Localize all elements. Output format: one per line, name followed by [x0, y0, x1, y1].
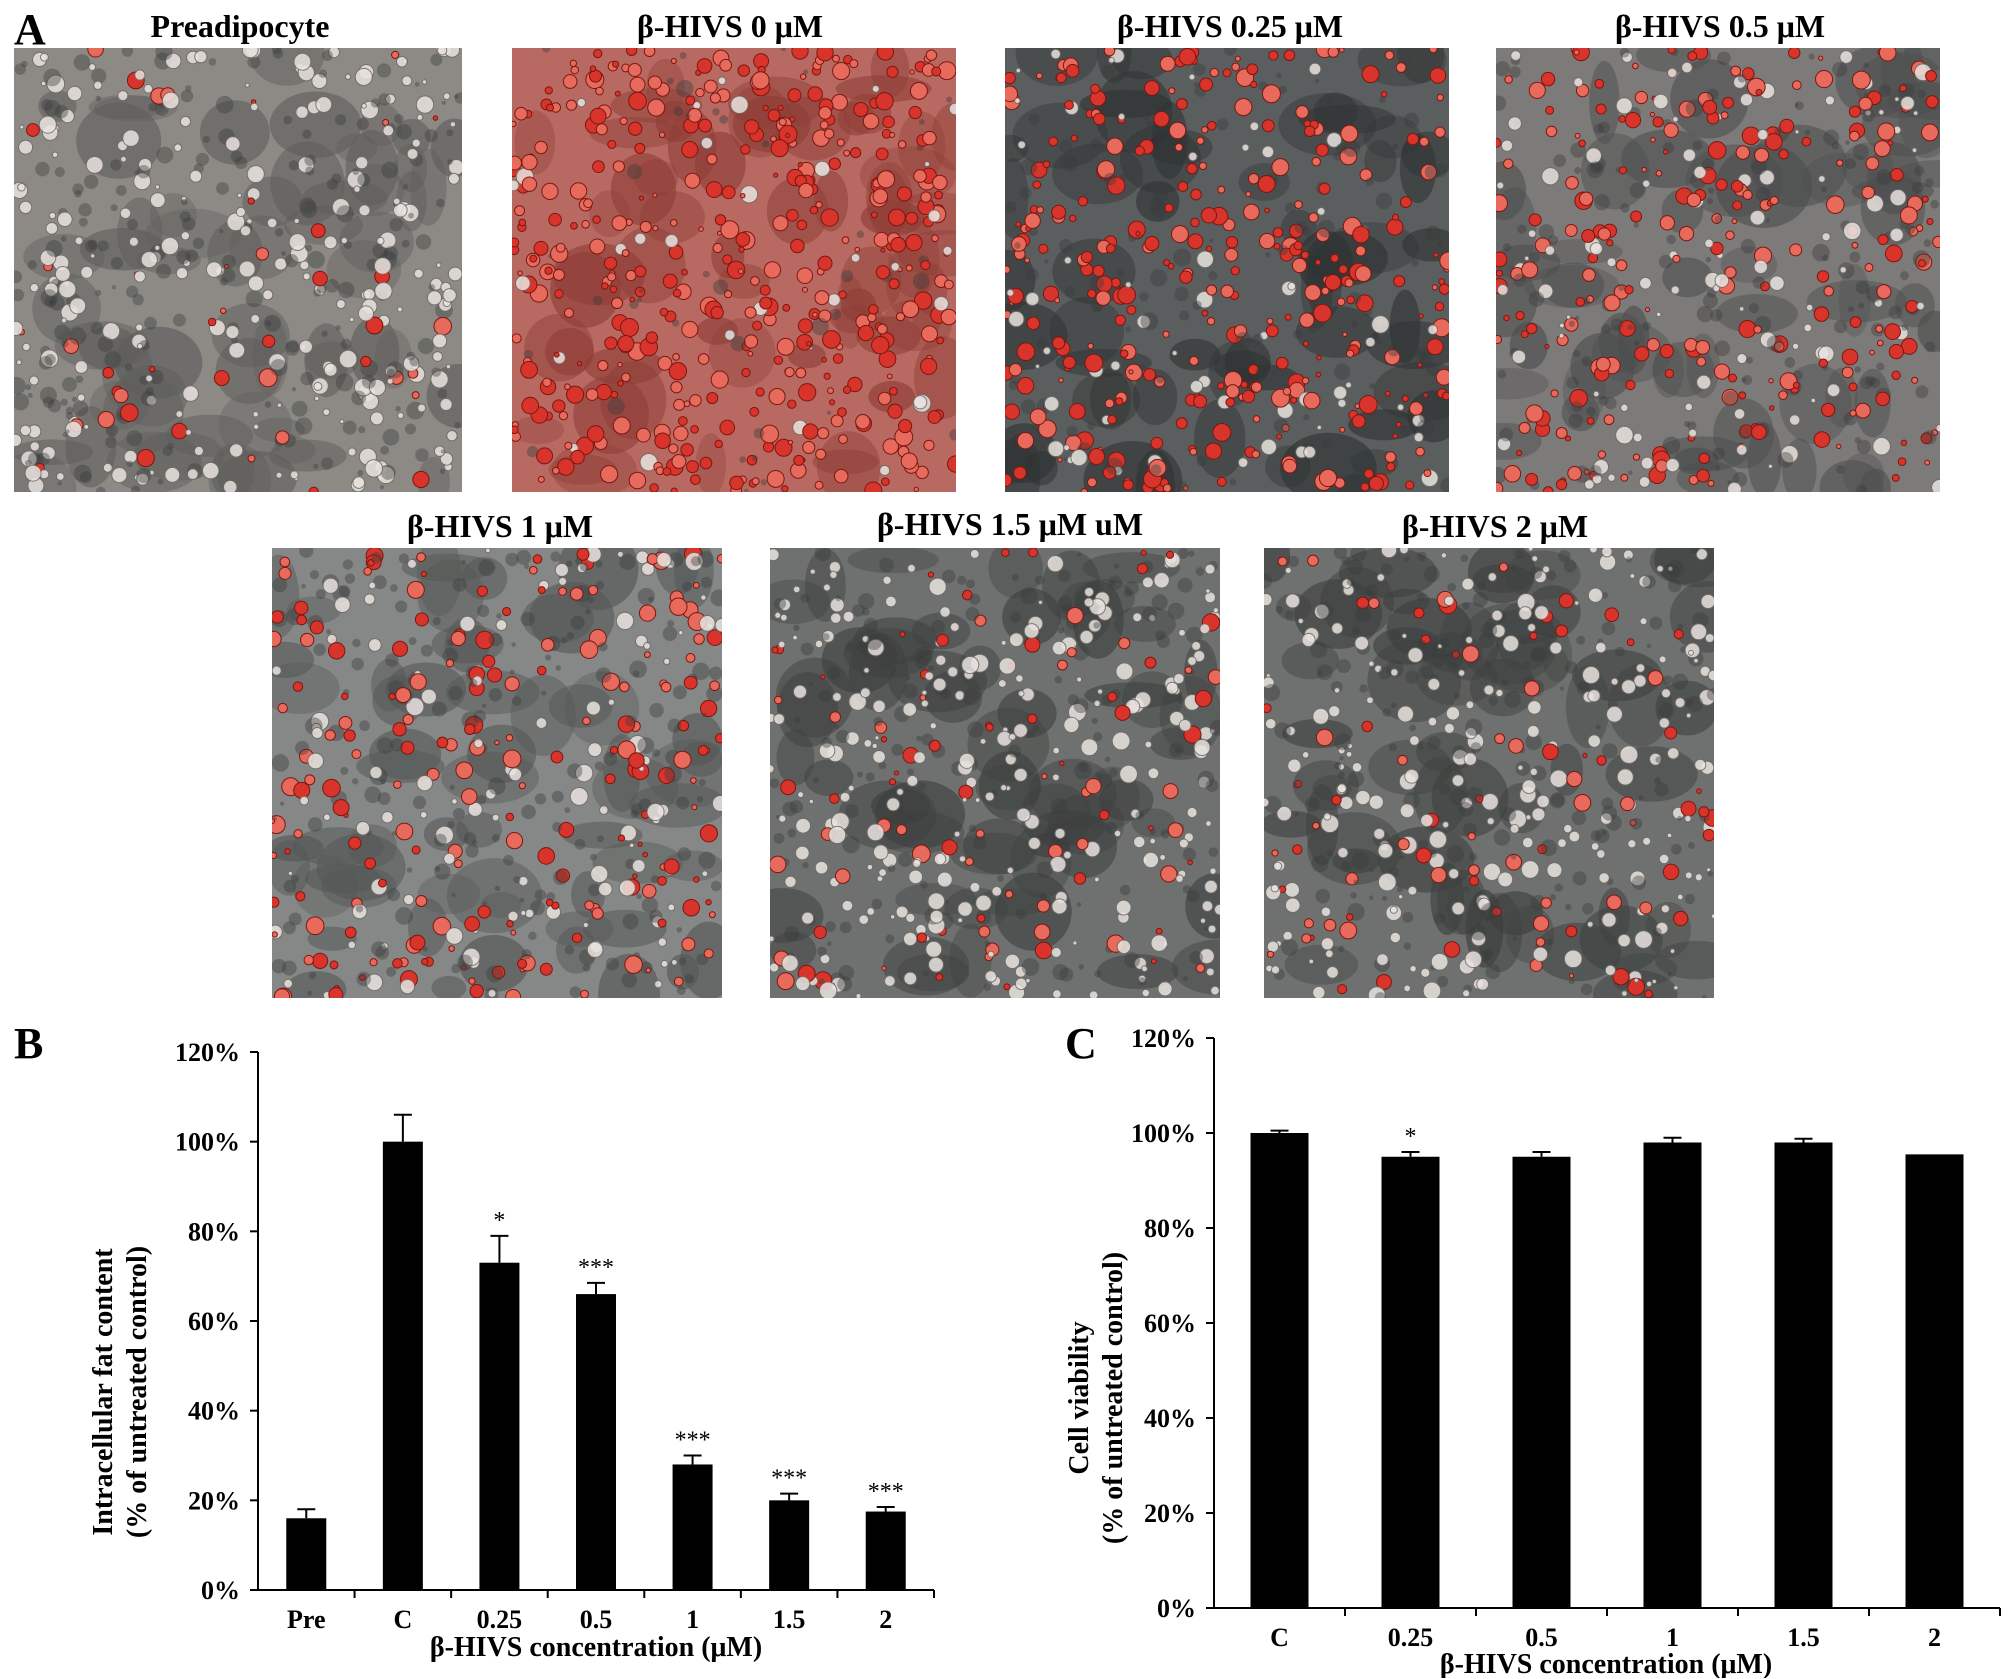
chart-b-category-label: 1 — [686, 1605, 699, 1634]
chart-c-y-tick-label: 40% — [1144, 1404, 1196, 1433]
chart-b-bar — [865, 1511, 906, 1590]
micrograph-texture — [975, 20, 1472, 526]
chart-b-category-label: 1.5 — [773, 1605, 806, 1634]
micrograph-texture — [1253, 529, 1748, 1019]
chart-c-bar — [1512, 1156, 1571, 1608]
chart-b-significance: *** — [868, 1479, 904, 1505]
chart-c-significance: * — [1405, 1124, 1417, 1150]
image-title-05um: β-HIVS 0.5 μM — [1614, 8, 1826, 44]
chart-c-y-tick-label: 100% — [1131, 1119, 1196, 1148]
chart-b-category-label: 2 — [879, 1605, 892, 1634]
micrograph-preadipocyte — [0, 22, 490, 525]
chart-b-y-tick-label: 60% — [188, 1307, 240, 1336]
chart-c-bar — [1643, 1142, 1702, 1608]
chart-b-category-label: 0.5 — [580, 1605, 613, 1634]
chart-b-y-tick-label: 20% — [188, 1486, 240, 1515]
micrograph-05um — [1464, 32, 1984, 516]
chart-b-significance: *** — [578, 1255, 614, 1281]
chart-b-y-tick-label: 120% — [175, 1038, 240, 1067]
micrograph-texture — [1464, 32, 1984, 516]
panel-a-letter: A — [14, 5, 46, 54]
chart-b-xlabel: β-HIVS concentration (μM) — [430, 1632, 762, 1663]
micrograph-texture — [505, 40, 992, 504]
chart-b-bar — [769, 1500, 810, 1590]
chart-c-bar — [1250, 1133, 1309, 1608]
micrograph-15um — [742, 538, 1265, 1001]
chart-c-y-tick-label: 80% — [1144, 1214, 1196, 1243]
micrograph-1um — [256, 528, 739, 1036]
chart-b-y-tick-label: 0% — [201, 1576, 240, 1605]
chart-c-y-tick-label: 20% — [1144, 1499, 1196, 1528]
chart-b-bar — [479, 1262, 520, 1590]
chart-c-category-label: 1.5 — [1787, 1623, 1820, 1652]
chart-c-bar — [1774, 1142, 1833, 1608]
micrograph-2um — [1253, 529, 1748, 1019]
chart-c-category-label: 2 — [1928, 1623, 1941, 1652]
chart-b-fat-content: Intracellular fat content (% of untreate… — [88, 1038, 935, 1663]
chart-b-significance: * — [493, 1208, 505, 1234]
micrograph-texture — [742, 538, 1265, 1001]
image-title-0um: β-HIVS 0 μM — [636, 8, 824, 44]
micrograph-025um — [975, 20, 1472, 526]
chart-b-bar — [286, 1518, 327, 1590]
chart-c-y-tick-label: 0% — [1157, 1594, 1196, 1623]
image-title-preadipocyte: Preadipocyte — [150, 8, 330, 44]
panel-c-letter: C — [1065, 1019, 1097, 1068]
image-title-1um: β-HIVS 1 μM — [406, 508, 594, 544]
micrograph-0um — [505, 40, 992, 504]
image-title-2um: β-HIVS 2 μM — [1401, 508, 1589, 544]
chart-b-bar — [672, 1464, 713, 1590]
chart-b-ylabel-line1: Intracellular fat content — [88, 1248, 119, 1536]
image-title-15um: β-HIVS 1.5 μM uM — [876, 506, 1144, 542]
image-title-025um: β-HIVS 0.25 μM — [1116, 8, 1344, 44]
chart-b-bar — [576, 1294, 616, 1590]
micrograph-texture — [0, 22, 490, 525]
chart-c-category-label: 0.25 — [1388, 1623, 1434, 1652]
chart-b-y-tick-label: 100% — [175, 1128, 240, 1157]
chart-b-significance: *** — [675, 1428, 711, 1454]
panel-b-letter: B — [14, 1019, 44, 1068]
chart-c-xlabel: β-HIVS concentration (μM) — [1440, 1649, 1772, 1678]
chart-c-ylabel-line2: (% of untreated control) — [1098, 1252, 1129, 1544]
chart-b-category-label: Pre — [287, 1605, 326, 1634]
chart-c-y-tick-label: 60% — [1144, 1309, 1196, 1338]
chart-b-bar — [382, 1141, 423, 1590]
chart-b-y-tick-label: 80% — [188, 1217, 240, 1246]
chart-b-significance: *** — [771, 1466, 807, 1492]
chart-c-cell-viability: Cell viability (% of untreated control) … — [1064, 1024, 2001, 1678]
chart-c-ylabel-line1: Cell viability — [1064, 1321, 1095, 1474]
chart-c-y-tick-label: 120% — [1131, 1024, 1196, 1053]
chart-c-bar — [1381, 1156, 1440, 1608]
chart-b-y-tick-label: 40% — [188, 1397, 240, 1426]
micrograph-texture — [256, 528, 739, 1036]
chart-b-ylabel-line2: (% of untreated control) — [122, 1246, 153, 1538]
chart-c-bar — [1905, 1154, 1964, 1608]
chart-c-category-label: C — [1270, 1623, 1289, 1652]
chart-b-category-label: 0.25 — [477, 1605, 523, 1634]
chart-c-category-label: 1 — [1666, 1623, 1679, 1652]
chart-b-category-label: C — [393, 1605, 412, 1634]
chart-c-category-label: 0.5 — [1525, 1623, 1558, 1652]
